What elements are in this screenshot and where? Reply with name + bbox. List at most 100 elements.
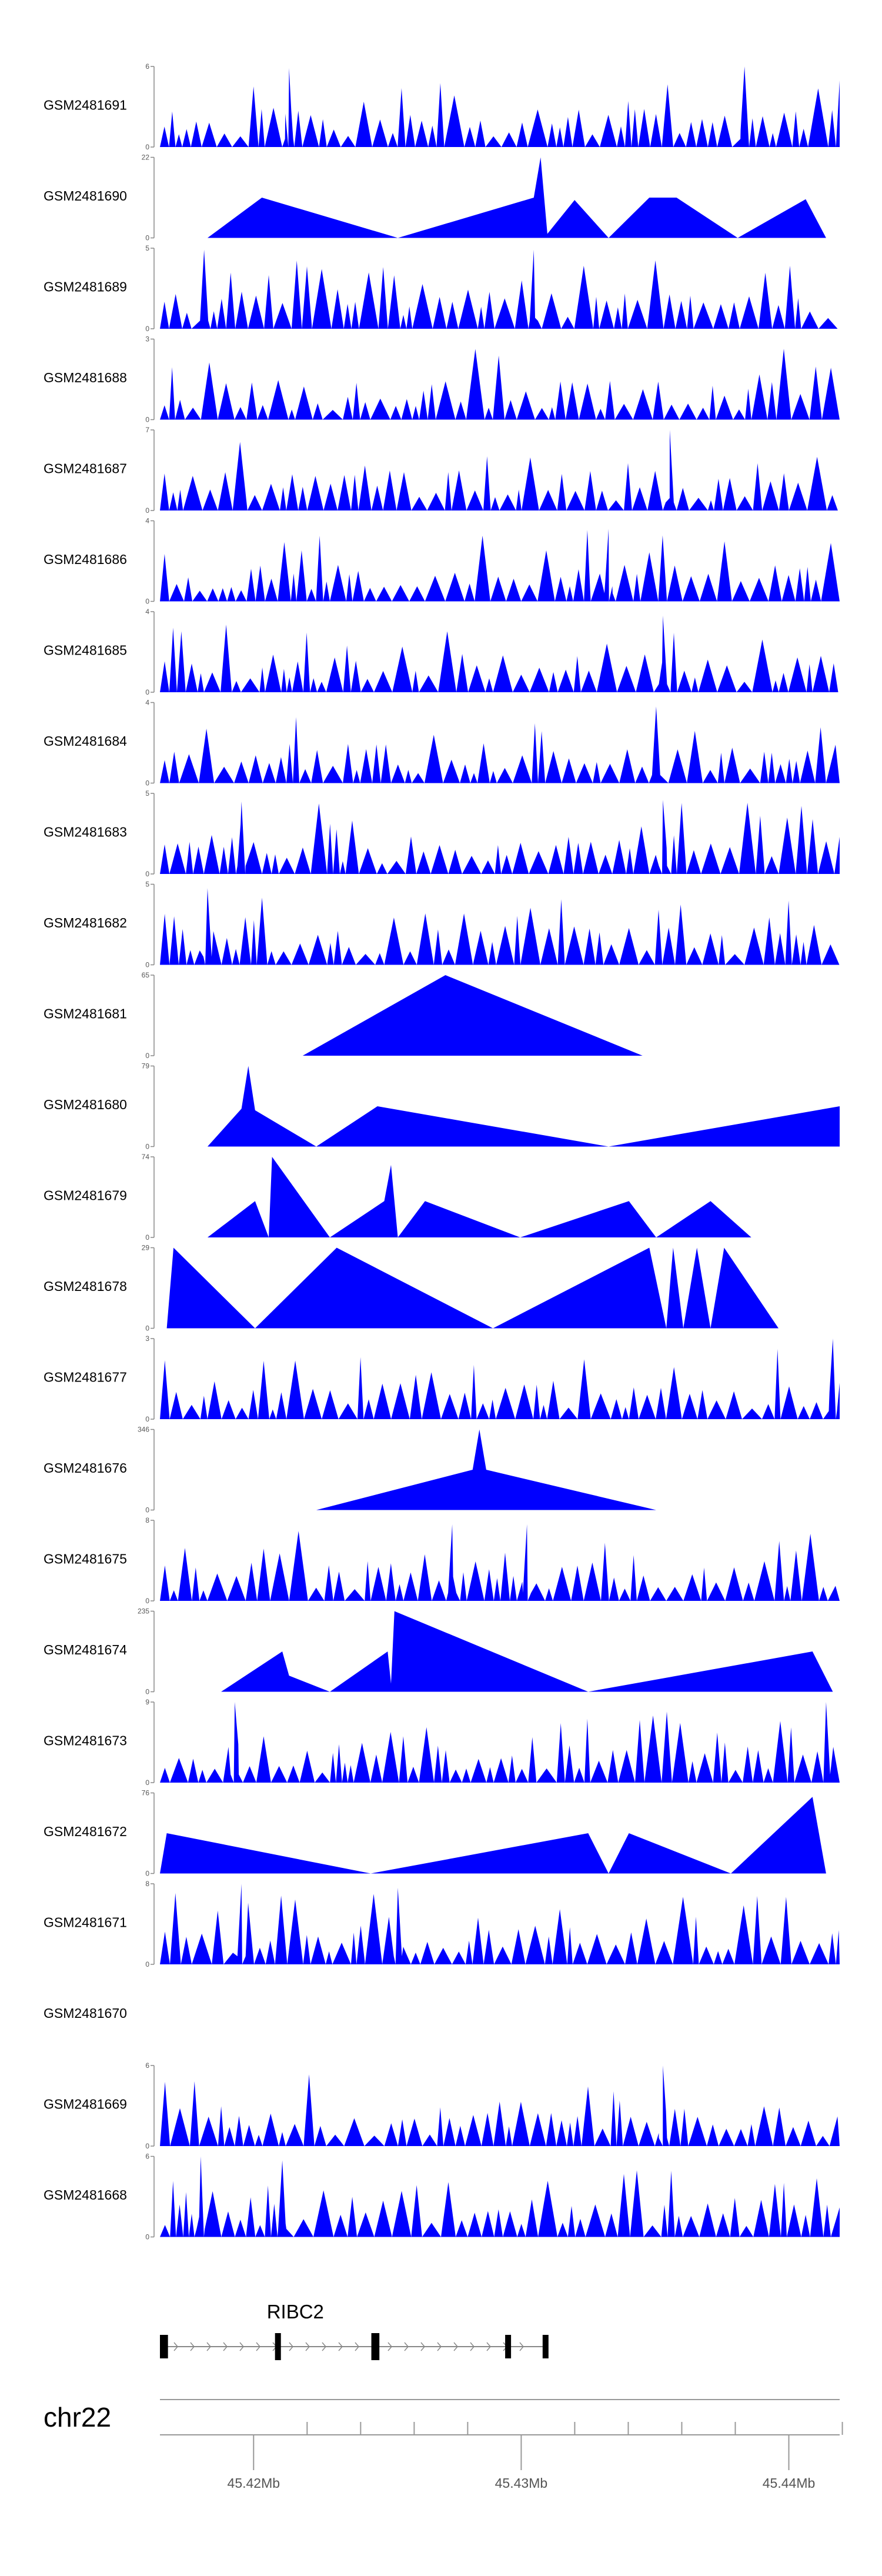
track-name: GSM2481683	[44, 825, 127, 840]
track: GSM2481677 3 0	[44, 1334, 840, 1423]
track: GSM2481680 79 0	[44, 1062, 840, 1151]
strand-arrow	[486, 2342, 491, 2351]
track-name: GSM2481674	[44, 1642, 127, 1657]
track-name: GSM2481679	[44, 1188, 127, 1203]
strand-arrow	[338, 2342, 343, 2351]
y-axis-min-label: 0	[145, 1415, 149, 1423]
track-name: GSM2481678	[44, 1279, 127, 1294]
track-name: GSM2481672	[44, 1824, 127, 1839]
track-name: GSM2481682	[44, 915, 127, 930]
track: GSM2481688 3 0	[44, 335, 840, 424]
track-name: GSM2481690	[44, 188, 127, 203]
track: GSM2481691 6 0	[44, 62, 840, 151]
strand-arrow	[305, 2342, 310, 2351]
chromosome-label: chr22	[44, 2402, 111, 2432]
strand-arrow	[256, 2342, 260, 2351]
track-name: GSM2481688	[44, 370, 127, 385]
y-axis-max-label: 29	[142, 1244, 150, 1252]
axis-tick-label: 45.42Mb	[228, 2475, 280, 2491]
track-name: GSM2481675	[44, 1551, 127, 1567]
coverage-area	[221, 1611, 833, 1692]
coverage-area	[302, 975, 643, 1056]
coverage-area	[160, 1884, 840, 1964]
y-axis-max-label: 346	[138, 1426, 149, 1434]
track-name: GSM2481686	[44, 552, 127, 567]
y-axis-max-label: 8	[145, 1516, 149, 1524]
track: GSM2481679 74 0	[44, 1153, 751, 1242]
coverage-area	[160, 800, 840, 874]
y-axis-min-label: 0	[145, 2233, 149, 2241]
y-axis-min-label: 0	[145, 506, 149, 515]
coverage-area	[160, 1524, 840, 1601]
y-axis-min-label: 0	[145, 1778, 149, 1787]
gene-exon	[275, 2333, 281, 2360]
track-name: GSM2481669	[44, 2097, 127, 2112]
y-axis-max-label: 5	[145, 880, 149, 889]
strand-arrow	[190, 2342, 195, 2351]
y-axis-min-label: 0	[145, 1233, 149, 1242]
strand-arrow	[519, 2342, 524, 2351]
strand-arrow	[355, 2342, 359, 2351]
y-axis-max-label: 4	[145, 699, 149, 707]
track-name: GSM2481676	[44, 1460, 127, 1476]
y-axis-max-label: 6	[145, 2061, 149, 2070]
coverage-area	[160, 615, 840, 692]
y-axis-max-label: 6	[145, 2153, 149, 2161]
coverage-area	[160, 1797, 826, 1874]
track: GSM2481671 8 0	[44, 1880, 840, 1968]
coverage-area	[160, 1702, 840, 1783]
y-axis-min-label: 0	[145, 961, 149, 969]
gene-exon	[505, 2335, 512, 2358]
track-name: GSM2481668	[44, 2187, 127, 2203]
y-axis-max-label: 235	[138, 1607, 149, 1616]
gene-exon	[160, 2335, 168, 2358]
strand-arrow	[437, 2342, 442, 2351]
strand-arrow	[453, 2342, 458, 2351]
y-axis-min-label: 0	[145, 779, 149, 788]
gene-exon	[371, 2333, 380, 2360]
y-axis-max-label: 9	[145, 1698, 149, 1706]
track: GSM2481669 6 0	[44, 2061, 840, 2150]
track: GSM2481675 8 0	[44, 1516, 840, 1605]
strand-arrow	[239, 2342, 244, 2351]
y-axis-max-label: 74	[142, 1153, 150, 1161]
track-name: GSM2481677	[44, 1370, 127, 1385]
track: GSM2481690 22 0	[44, 154, 826, 242]
track: GSM2481687 7 0	[44, 426, 840, 515]
track: GSM2481682 5 0	[44, 880, 840, 969]
track: GSM2481686 4 0	[44, 517, 840, 606]
y-axis-max-label: 65	[142, 971, 150, 979]
coverage-area	[316, 1429, 656, 1510]
y-axis-min-label: 0	[145, 1324, 149, 1333]
coverage-area	[160, 430, 840, 510]
y-axis-max-label: 3	[145, 335, 149, 343]
y-axis-min-label: 0	[145, 234, 149, 242]
coverage-area	[160, 1339, 840, 1419]
coverage-area	[160, 2156, 840, 2237]
track-name: GSM2481673	[44, 1733, 127, 1749]
strand-arrow	[387, 2342, 392, 2351]
track: GSM2481674 235 0	[44, 1607, 833, 1696]
coverage-area	[207, 1157, 751, 1237]
track: GSM2481689 5 0	[44, 244, 840, 333]
strand-arrow	[206, 2342, 211, 2351]
y-axis-max-label: 76	[142, 1789, 150, 1797]
y-axis-max-label: 4	[145, 517, 149, 525]
y-axis-max-label: 22	[142, 154, 150, 162]
track: GSM2481668 6 0	[44, 2153, 840, 2241]
strand-arrow	[420, 2342, 425, 2351]
coverage-area	[160, 706, 840, 783]
strand-arrow	[223, 2342, 228, 2351]
axis-tick-label: 45.44Mb	[763, 2475, 816, 2491]
y-axis-min-label: 0	[145, 1052, 149, 1060]
y-axis-max-label: 4	[145, 608, 149, 616]
coverage-tracks: GSM248169160GSM2481690220GSM248168950GSM…	[44, 62, 840, 2241]
track-name: GSM2481685	[44, 643, 127, 658]
gene-model-track: RIBC2	[160, 2301, 549, 2360]
y-axis-max-label: 8	[145, 1880, 149, 1888]
coverage-area	[160, 888, 840, 965]
coverage-area	[166, 1247, 779, 1329]
coverage-area	[207, 1066, 840, 1147]
track: GSM2481678 29 0	[44, 1244, 779, 1333]
track: GSM2481670	[44, 2006, 127, 2021]
